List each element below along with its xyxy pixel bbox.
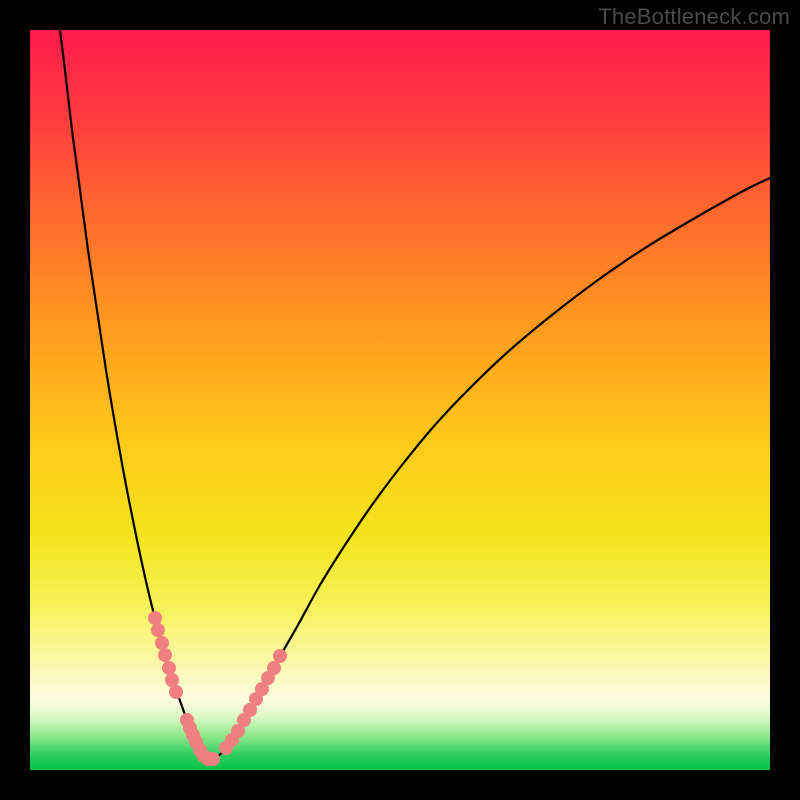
watermark-text: TheBottleneck.com [598,4,790,30]
data-point-marker [165,673,179,687]
data-point-marker [162,661,176,675]
bottleneck-chart-svg [0,0,800,800]
data-point-marker [158,648,172,662]
data-point-marker [148,611,162,625]
data-point-marker [155,636,169,650]
plot-area-background [30,30,770,770]
data-point-marker [169,685,183,699]
data-point-marker [151,623,165,637]
chart-canvas: TheBottleneck.com [0,0,800,800]
data-point-marker [273,649,287,663]
data-point-marker [206,752,220,766]
data-point-marker [267,661,281,675]
